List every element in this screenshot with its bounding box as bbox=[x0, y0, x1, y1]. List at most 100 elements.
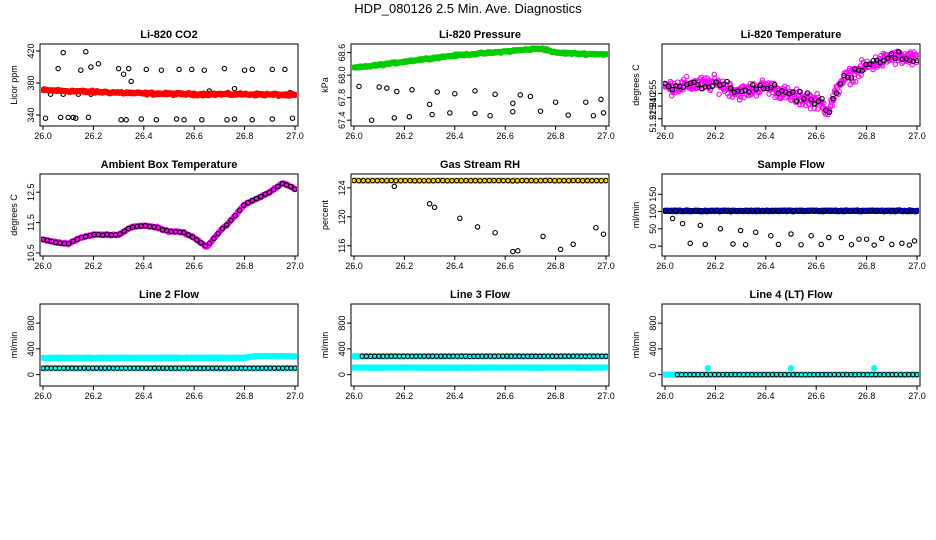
data-point bbox=[600, 231, 607, 237]
data-point bbox=[759, 207, 766, 214]
data-point bbox=[888, 51, 895, 57]
data-point bbox=[429, 111, 435, 118]
data-point bbox=[426, 201, 433, 207]
x-tick-label: 27.0 bbox=[908, 131, 926, 141]
data-point bbox=[871, 242, 877, 248]
data-point bbox=[819, 95, 825, 102]
data-point bbox=[215, 230, 221, 237]
series-pressure bbox=[352, 45, 608, 71]
y-tick-label: 51.225 bbox=[648, 105, 658, 133]
data-point bbox=[668, 92, 675, 99]
data-point bbox=[474, 224, 481, 230]
data-point bbox=[777, 95, 784, 102]
data-point bbox=[287, 183, 294, 190]
x-tick-label: 26.4 bbox=[135, 131, 153, 141]
data-point bbox=[138, 116, 145, 122]
y-tick-label: 68.0 bbox=[337, 66, 347, 84]
chart-panel-4: Ambient Box Temperature 26.0 26.2 26.4 26.6 2… bbox=[9, 159, 304, 271]
data-point bbox=[711, 71, 718, 78]
data-point bbox=[158, 67, 165, 73]
data-point bbox=[269, 66, 276, 73]
data-point bbox=[790, 207, 797, 214]
x-tick-label: 26.2 bbox=[707, 391, 725, 401]
data-point bbox=[863, 236, 870, 242]
y-tick-label: 116 bbox=[337, 239, 347, 253]
data-point bbox=[914, 57, 919, 64]
data-point bbox=[188, 66, 195, 73]
data-point bbox=[746, 89, 752, 95]
y-tick-label: 11.5 bbox=[26, 214, 36, 231]
y-tick-label: 51.240 bbox=[648, 92, 658, 120]
data-point bbox=[844, 74, 851, 81]
data-point bbox=[680, 84, 687, 91]
data-point bbox=[752, 229, 759, 236]
data-point bbox=[510, 248, 516, 255]
data-point bbox=[527, 93, 534, 100]
x-tick-label: 26.4 bbox=[757, 391, 775, 401]
data-point bbox=[570, 241, 576, 248]
data-point bbox=[153, 117, 160, 123]
series-spikes bbox=[704, 365, 878, 372]
data-point bbox=[708, 208, 715, 214]
y-axis-label: ml/min bbox=[320, 332, 330, 359]
x-tick-label: 27.0 bbox=[597, 391, 615, 401]
x-tick-label: 26.0 bbox=[656, 391, 674, 401]
data-point bbox=[565, 112, 571, 118]
data-point bbox=[852, 207, 859, 214]
data-point bbox=[899, 240, 905, 247]
data-point bbox=[665, 83, 672, 90]
data-point bbox=[793, 98, 800, 104]
data-point bbox=[749, 82, 756, 88]
x-tick-label: 26.4 bbox=[757, 261, 775, 271]
data-point bbox=[831, 208, 838, 214]
data-point bbox=[262, 191, 268, 197]
x-tick-label: 26.2 bbox=[707, 261, 725, 271]
data-point bbox=[815, 98, 822, 104]
y-tick-label: 340 bbox=[26, 107, 36, 122]
data-point bbox=[115, 65, 122, 72]
x-tick-label: 26.8 bbox=[547, 131, 565, 141]
data-point bbox=[70, 114, 76, 121]
series-sample-black bbox=[663, 207, 919, 214]
x-tick-label: 26.2 bbox=[396, 391, 414, 401]
y-tick-label: 100 bbox=[648, 204, 658, 219]
data-point bbox=[909, 61, 915, 68]
y-tick-label: 0 bbox=[26, 372, 36, 377]
data-point bbox=[871, 365, 878, 372]
data-point bbox=[245, 199, 251, 206]
x-tick-label: 27.0 bbox=[286, 261, 304, 271]
data-point bbox=[55, 65, 61, 72]
data-markers bbox=[41, 352, 297, 372]
x-tick-label: 26.4 bbox=[446, 261, 464, 271]
data-point bbox=[914, 208, 919, 214]
y-axis-label: ml/min bbox=[9, 332, 19, 359]
y-tick-label: 51.255 bbox=[648, 80, 658, 108]
data-point bbox=[729, 207, 735, 214]
data-point bbox=[807, 105, 814, 112]
data-point bbox=[856, 236, 862, 242]
data-point bbox=[223, 222, 230, 228]
data-point bbox=[672, 208, 679, 214]
x-tick-label: 27.0 bbox=[286, 391, 304, 401]
data-point bbox=[241, 67, 248, 73]
data-point bbox=[258, 193, 264, 200]
data-point bbox=[598, 96, 604, 103]
data-point bbox=[669, 215, 676, 222]
data-point bbox=[830, 95, 836, 102]
x-tick-label: 26.2 bbox=[85, 131, 103, 141]
x-tick-label: 26.4 bbox=[446, 391, 464, 401]
data-point bbox=[677, 208, 684, 214]
x-tick-label: 26.0 bbox=[34, 131, 52, 141]
data-point bbox=[143, 66, 150, 73]
chart-title: Line 3 Flow bbox=[450, 289, 510, 301]
chart-panel-3: Li-820 Temperature 26.0 26.2 26.4 26.6 26.8 27… bbox=[631, 29, 926, 141]
data-point bbox=[189, 234, 196, 240]
data-point bbox=[808, 96, 814, 103]
data-point bbox=[125, 65, 132, 72]
data-point bbox=[206, 240, 213, 247]
data-point bbox=[510, 108, 516, 115]
data-point bbox=[236, 207, 243, 214]
x-tick-label: 26.0 bbox=[656, 131, 674, 141]
data-point bbox=[734, 208, 740, 214]
data-point bbox=[663, 208, 668, 214]
